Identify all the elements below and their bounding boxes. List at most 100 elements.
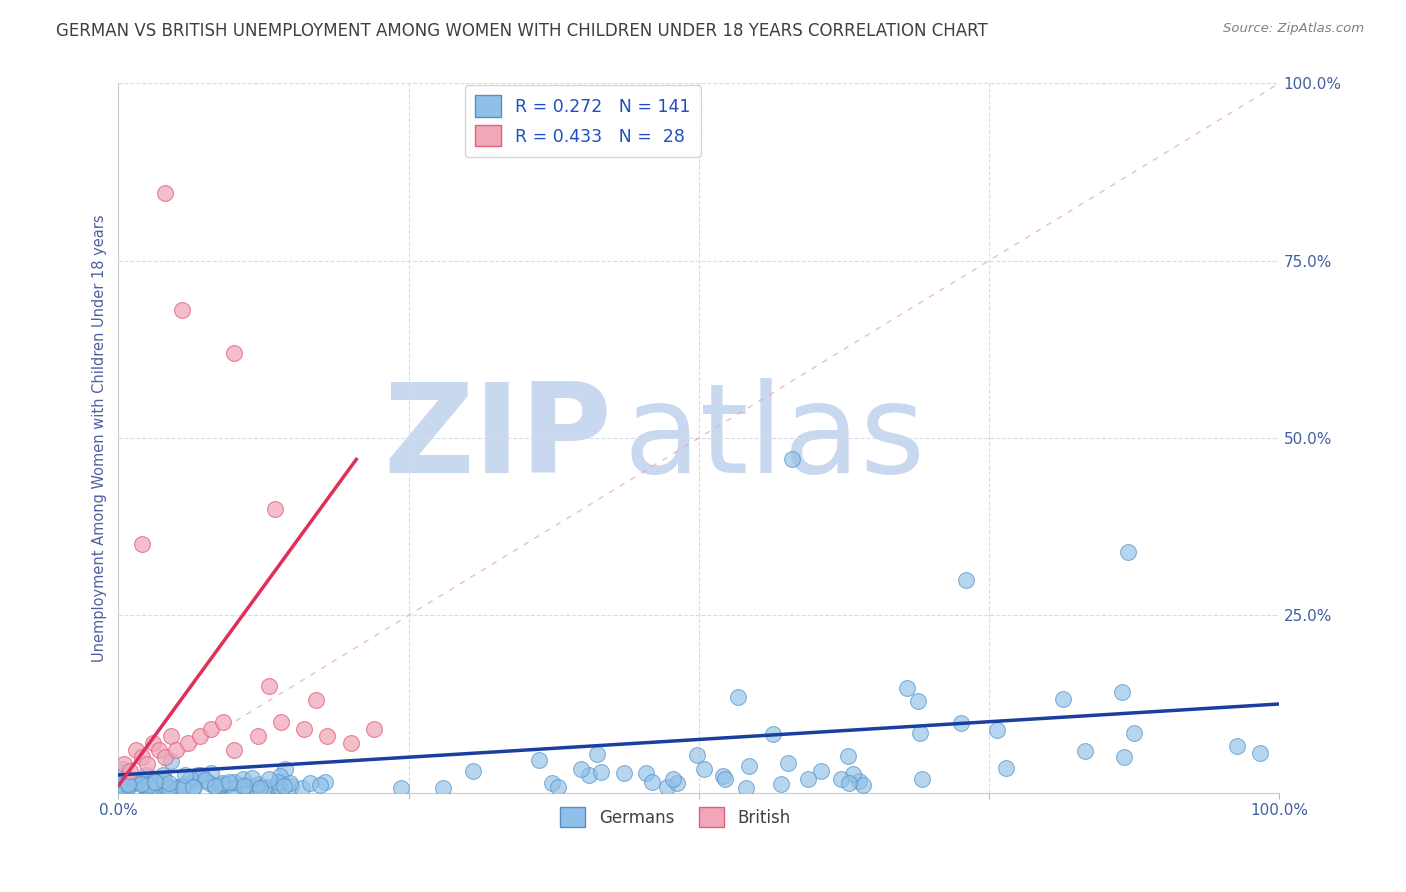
Point — [1226, 739, 1249, 753]
Point — [118, 779, 141, 793]
Point — [852, 778, 875, 792]
Point — [194, 772, 217, 787]
Point — [292, 722, 315, 736]
Point — [150, 777, 173, 791]
Point — [256, 780, 278, 795]
Point — [711, 769, 734, 783]
Point — [167, 780, 190, 794]
Point — [986, 723, 1008, 738]
Point — [117, 777, 139, 791]
Point — [176, 781, 198, 796]
Point — [218, 777, 240, 791]
Point — [183, 780, 205, 795]
Point — [111, 781, 134, 796]
Point — [170, 779, 193, 793]
Point — [267, 775, 290, 789]
Point — [291, 780, 314, 795]
Point — [995, 761, 1018, 775]
Text: GERMAN VS BRITISH UNEMPLOYMENT AMONG WOMEN WITH CHILDREN UNDER 18 YEARS CORRELAT: GERMAN VS BRITISH UNEMPLOYMENT AMONG WOM… — [56, 22, 988, 40]
Point — [187, 771, 209, 785]
Point — [224, 346, 246, 360]
Point — [463, 764, 485, 778]
Point — [797, 772, 820, 786]
Point — [770, 777, 793, 791]
Point — [142, 776, 165, 790]
Point — [222, 780, 245, 795]
Point — [172, 781, 194, 796]
Point — [661, 772, 683, 786]
Point — [179, 771, 201, 785]
Point — [842, 766, 865, 780]
Point — [240, 771, 263, 785]
Point — [143, 775, 166, 789]
Point — [222, 774, 245, 789]
Point — [299, 776, 322, 790]
Point — [657, 780, 679, 794]
Point — [173, 768, 195, 782]
Point — [838, 776, 860, 790]
Point — [259, 679, 281, 693]
Point — [269, 769, 291, 783]
Point — [159, 780, 181, 795]
Point — [309, 778, 332, 792]
Point — [527, 753, 550, 767]
Point — [204, 779, 226, 793]
Point — [257, 772, 280, 786]
Point — [112, 780, 135, 794]
Point — [896, 681, 918, 695]
Point — [212, 714, 235, 729]
Point — [685, 747, 707, 762]
Point — [131, 537, 153, 551]
Point — [738, 758, 761, 772]
Point — [280, 779, 302, 793]
Point — [229, 778, 252, 792]
Point — [131, 750, 153, 764]
Point — [174, 777, 197, 791]
Point — [249, 780, 271, 795]
Point — [1074, 744, 1097, 758]
Point — [152, 768, 174, 782]
Point — [200, 766, 222, 780]
Point — [735, 780, 758, 795]
Point — [183, 773, 205, 788]
Point — [911, 772, 934, 786]
Point — [270, 775, 292, 789]
Point — [305, 693, 328, 707]
Point — [190, 768, 212, 782]
Point — [157, 781, 180, 796]
Point — [269, 779, 291, 793]
Point — [138, 778, 160, 792]
Point — [134, 775, 156, 789]
Point — [110, 781, 132, 796]
Point — [848, 773, 870, 788]
Point — [1116, 544, 1139, 558]
Point — [589, 765, 612, 780]
Point — [1249, 747, 1271, 761]
Text: ZIP: ZIP — [382, 377, 612, 499]
Point — [122, 775, 145, 789]
Point — [142, 774, 165, 789]
Point — [167, 780, 190, 795]
Point — [955, 573, 977, 587]
Point — [157, 775, 180, 789]
Point — [209, 778, 232, 792]
Point — [150, 780, 173, 795]
Point — [134, 777, 156, 791]
Point — [235, 779, 257, 793]
Point — [117, 779, 139, 793]
Point — [278, 776, 301, 790]
Point — [910, 726, 932, 740]
Point — [218, 775, 240, 789]
Point — [274, 762, 297, 776]
Point — [125, 743, 148, 757]
Point — [571, 762, 593, 776]
Legend: Germans, British: Germans, British — [554, 800, 797, 834]
Point — [314, 775, 336, 789]
Point — [810, 764, 832, 779]
Point — [200, 722, 222, 736]
Point — [233, 779, 256, 793]
Point — [232, 772, 254, 786]
Point — [143, 775, 166, 789]
Point — [187, 767, 209, 781]
Point — [148, 743, 170, 757]
